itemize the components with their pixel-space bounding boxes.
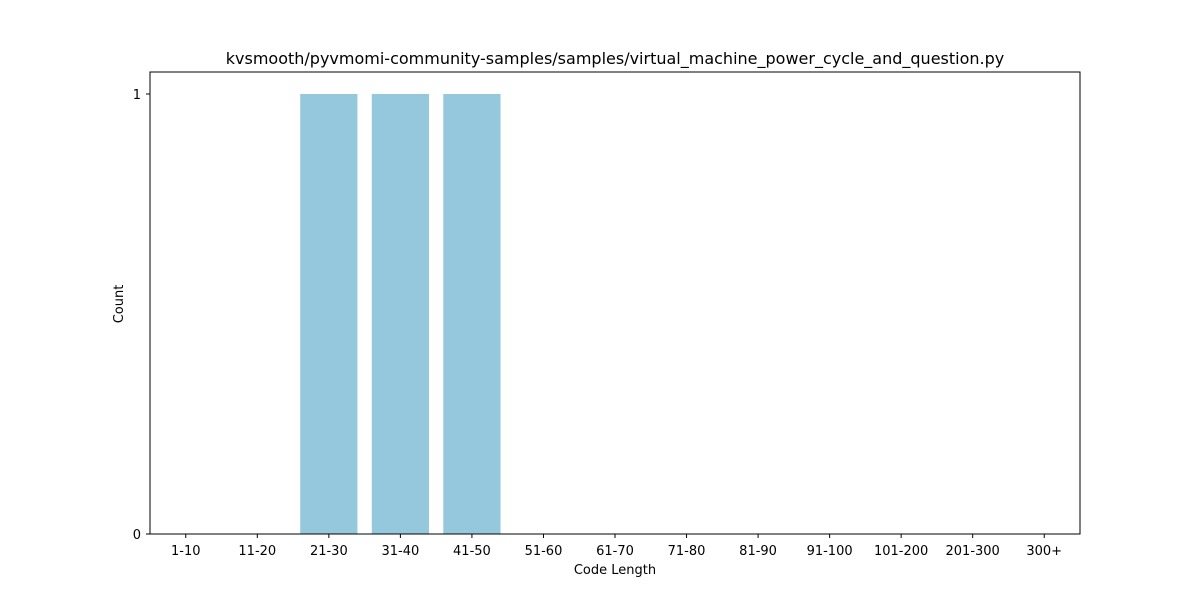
x-tick-label: 51-60 — [525, 544, 563, 559]
bar-21-30 — [300, 93, 358, 535]
bar-41-50 — [443, 93, 501, 535]
x-tick-label: 201-300 — [946, 544, 1000, 559]
x-tick-label: 31-40 — [381, 544, 419, 559]
y-axis-ticks: 01 — [133, 88, 150, 543]
y-axis-label: Count — [112, 285, 127, 324]
x-tick-label: 81-90 — [739, 544, 777, 559]
bar-31-40 — [371, 93, 429, 535]
plot-frame — [149, 71, 1081, 535]
x-tick-label: 91-100 — [807, 544, 853, 559]
y-tick-label: 0 — [133, 528, 141, 543]
x-tick-label: 300+ — [1026, 544, 1062, 559]
x-tick-label: 101-200 — [874, 544, 928, 559]
bars-group — [300, 93, 501, 535]
x-tick-label: 11-20 — [238, 544, 276, 559]
x-tick-label: 41-50 — [453, 544, 491, 559]
x-tick-label: 1-10 — [171, 544, 201, 559]
x-tick-label: 61-70 — [596, 544, 634, 559]
chart-title: kvsmooth/pyvmomi-community-samples/sampl… — [226, 49, 1004, 69]
x-tick-label: 21-30 — [310, 544, 348, 559]
x-axis-label: Code Length — [574, 563, 656, 578]
x-tick-label: 71-80 — [668, 544, 706, 559]
x-axis-ticks: 1-10 11-20 21-30 31-40 41-50 51-60 61-70 71-80 8… — [171, 534, 1062, 559]
y-tick-label: 1 — [133, 88, 141, 103]
